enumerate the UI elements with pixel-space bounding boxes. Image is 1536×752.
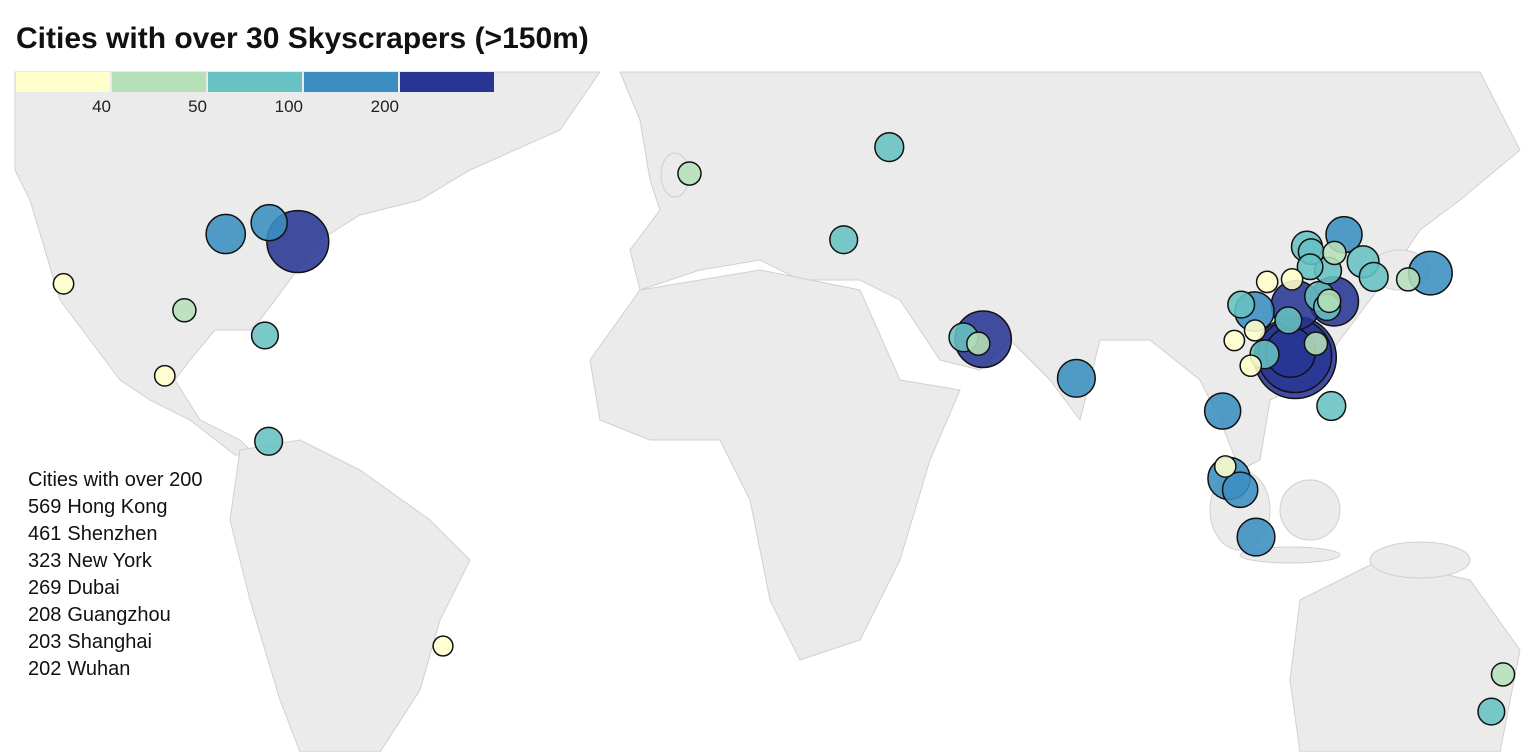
- city-bubble: [153, 364, 176, 387]
- legend-swatch: [16, 72, 110, 92]
- city-bubble: [250, 321, 280, 350]
- legend-label: 40: [92, 97, 111, 116]
- city-bubble: [432, 635, 454, 657]
- land: [14, 71, 1521, 752]
- city-bubble: [250, 203, 288, 242]
- top-cities-list: Cities with over 200 569 Hong Kong 461 Shen…: [28, 469, 203, 680]
- island: [1279, 479, 1341, 541]
- city-bubble: [205, 213, 247, 255]
- city-bubble: [1223, 329, 1246, 352]
- legend-swatch: [208, 72, 302, 92]
- city-bubble: [1280, 268, 1304, 291]
- list-item: 202 Wuhan: [28, 658, 130, 680]
- list-count: 461: [28, 523, 61, 545]
- city-bubble: [1236, 517, 1276, 557]
- city-bubble: [1358, 261, 1389, 293]
- legend-swatch: [400, 72, 494, 92]
- legend-swatch: [304, 72, 398, 92]
- city-bubble: [254, 426, 284, 456]
- city-bubble: [1490, 662, 1516, 687]
- list-name: New York: [67, 550, 152, 572]
- city-bubble: [1221, 471, 1259, 509]
- legend-label: 100: [275, 97, 303, 116]
- north-america: [14, 71, 601, 456]
- island: [1369, 541, 1471, 579]
- list-name: Shenzhen: [67, 523, 157, 545]
- bubbles: [52, 131, 1516, 726]
- city-bubble: [1227, 290, 1256, 319]
- city-bubble: [1395, 267, 1421, 292]
- city-bubble: [829, 225, 859, 255]
- legend: 40 50 100 200: [16, 72, 494, 116]
- city-bubble: [1255, 270, 1279, 294]
- city-bubble: [1322, 240, 1347, 266]
- list-count: 269: [28, 577, 61, 599]
- city-bubble: [172, 297, 197, 323]
- city-bubble: [1316, 288, 1342, 314]
- city-bubble: [1056, 358, 1096, 398]
- list-item: 203 Shanghai: [28, 631, 152, 653]
- list-count: 323: [28, 550, 61, 572]
- city-bubble: [1303, 331, 1329, 356]
- list-name: Guangzhou: [67, 604, 170, 626]
- city-bubble: [1296, 253, 1324, 281]
- list-name: Dubai: [67, 577, 119, 599]
- city-bubble: [1213, 455, 1237, 478]
- list-heading: Cities with over 200: [28, 469, 203, 491]
- city-bubble: [966, 331, 991, 356]
- city-bubble: [1243, 319, 1267, 342]
- city-bubble: [1239, 354, 1263, 378]
- city-bubble: [1274, 306, 1303, 335]
- legend-swatch: [112, 72, 206, 92]
- title: Cities with over 30 Skyscrapers (>150m): [16, 22, 589, 55]
- list-count: 569: [28, 496, 61, 518]
- city-bubble: [677, 161, 702, 186]
- legend-label: 200: [371, 97, 399, 116]
- list-name: Wuhan: [67, 658, 130, 680]
- list-count: 203: [28, 631, 61, 653]
- list-count: 202: [28, 658, 61, 680]
- city-bubble: [1316, 390, 1347, 422]
- city-bubble: [1477, 697, 1506, 726]
- city-bubble: [52, 272, 75, 295]
- city-bubble: [1203, 392, 1242, 430]
- list-item: 269 Dubai: [28, 577, 120, 599]
- list-name: Shanghai: [67, 631, 152, 653]
- list-item: 208 Guangzhou: [28, 604, 171, 626]
- list-item: 461 Shenzhen: [28, 523, 157, 545]
- africa: [589, 269, 961, 661]
- list-name: Hong Kong: [67, 496, 167, 518]
- list-item: 323 New York: [28, 550, 153, 572]
- south-america: [229, 439, 471, 752]
- city-bubble: [874, 131, 905, 163]
- list-item: 569 Hong Kong: [28, 496, 167, 518]
- list-count: 208: [28, 604, 61, 626]
- legend-label: 50: [188, 97, 207, 116]
